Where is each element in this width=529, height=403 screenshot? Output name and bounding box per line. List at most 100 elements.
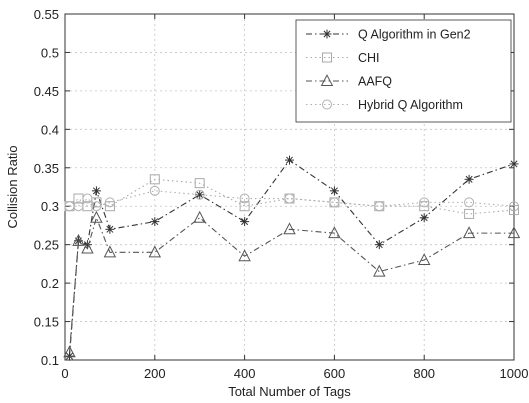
x-tick-label: 1000 xyxy=(500,366,529,381)
y-tick-label: 0.25 xyxy=(34,238,59,253)
data-point xyxy=(509,159,519,169)
data-point xyxy=(419,213,429,223)
data-point xyxy=(90,210,103,223)
data-point xyxy=(329,197,340,208)
legend-label: Q Algorithm in Gen2 xyxy=(358,28,471,42)
data-point xyxy=(285,155,294,165)
y-tick-label: 0.2 xyxy=(41,276,59,291)
legend-entry: Hybrid Q Algorithm xyxy=(306,98,463,112)
x-tick-label: 400 xyxy=(234,366,256,381)
series-line xyxy=(68,216,514,353)
y-tick-label: 0.55 xyxy=(34,7,59,22)
data-point xyxy=(238,249,251,262)
y-tick-label: 0.35 xyxy=(34,161,59,176)
data-point xyxy=(194,178,205,189)
legend-marker xyxy=(322,29,332,39)
data-point xyxy=(373,264,386,277)
series-1 xyxy=(64,174,519,219)
data-point xyxy=(149,174,160,185)
star-stroke xyxy=(375,241,383,249)
x-tick-label: 0 xyxy=(61,366,68,381)
data-point xyxy=(284,193,295,204)
data-point xyxy=(149,185,160,196)
y-tick-label: 0.15 xyxy=(34,315,59,330)
series-line xyxy=(68,159,515,357)
y-tick-label: 0.3 xyxy=(41,199,59,214)
star-stroke xyxy=(330,187,338,195)
data-point xyxy=(64,351,74,361)
star-stroke xyxy=(420,214,428,222)
data-point xyxy=(374,240,384,250)
data-point xyxy=(239,193,250,204)
star-stroke xyxy=(241,218,249,226)
data-point xyxy=(91,186,101,196)
data-point xyxy=(148,245,162,258)
legend-entry: Q Algorithm in Gen2 xyxy=(306,28,471,42)
legend-label: AAFQ xyxy=(358,75,392,89)
star-stroke xyxy=(285,156,294,164)
data-point xyxy=(91,197,102,208)
plot-area-frame xyxy=(64,13,515,361)
y-tick-label: 0.1 xyxy=(41,353,59,368)
legend-label: CHI xyxy=(358,51,380,65)
data-point xyxy=(328,226,341,239)
legend-entry: AAFQ xyxy=(306,74,392,89)
star-stroke xyxy=(151,218,159,226)
y-tick-label: 0.45 xyxy=(34,84,59,99)
data-point xyxy=(462,226,476,239)
x-axis-label: Total Number of Tags xyxy=(228,384,351,399)
star-stroke xyxy=(196,191,204,199)
series-layer xyxy=(63,155,521,361)
data-point xyxy=(91,201,102,212)
data-point xyxy=(507,226,521,239)
data-point xyxy=(72,233,85,246)
data-point xyxy=(104,197,115,208)
legend-marker xyxy=(322,99,332,110)
data-point xyxy=(105,224,115,234)
data-point xyxy=(81,241,94,254)
data-point xyxy=(73,201,84,212)
star-stroke xyxy=(65,352,73,360)
star-stroke xyxy=(323,30,331,38)
data-point xyxy=(464,197,475,208)
series-3 xyxy=(64,185,519,212)
legend-label: Hybrid Q Algorithm xyxy=(358,98,463,112)
data-point xyxy=(103,245,117,258)
data-point xyxy=(464,174,474,184)
axis-ticks: 0 200 400 600 800 1000 0.1 0.15 0.2 0.25 0.3 0.35 0.… xyxy=(34,7,529,381)
data-point xyxy=(193,210,206,223)
data-point xyxy=(82,193,93,204)
series-line xyxy=(69,190,515,207)
star-stroke xyxy=(465,175,473,183)
data-point xyxy=(63,345,76,358)
legend: Q Algorithm in Gen2 CHI AAFQ Hybrid Q Algor… xyxy=(295,19,512,123)
legend-marker xyxy=(322,52,332,63)
data-point xyxy=(374,201,385,212)
legend-entry: CHI xyxy=(306,51,380,65)
legend-marker xyxy=(320,74,334,86)
series-2 xyxy=(63,210,521,358)
data-point xyxy=(283,222,296,235)
star-stroke xyxy=(92,187,100,195)
series-line xyxy=(69,178,515,215)
data-point xyxy=(419,197,430,208)
x-tick-label: 200 xyxy=(144,366,166,381)
data-point xyxy=(464,208,475,219)
star-stroke xyxy=(106,225,114,233)
data-point xyxy=(240,217,250,227)
data-point xyxy=(417,253,431,266)
data-point xyxy=(329,186,339,196)
star-stroke xyxy=(510,160,518,168)
data-point xyxy=(509,205,519,216)
data-point xyxy=(194,189,205,200)
y-tick-label: 0.5 xyxy=(41,45,59,60)
data-point xyxy=(509,201,519,212)
y-tick-label: 0.4 xyxy=(41,122,59,137)
x-tick-label: 800 xyxy=(413,366,435,381)
data-point xyxy=(150,217,160,227)
x-tick-label: 600 xyxy=(324,366,346,381)
series-0 xyxy=(64,155,519,361)
data-point xyxy=(419,201,430,212)
data-point xyxy=(239,201,250,212)
